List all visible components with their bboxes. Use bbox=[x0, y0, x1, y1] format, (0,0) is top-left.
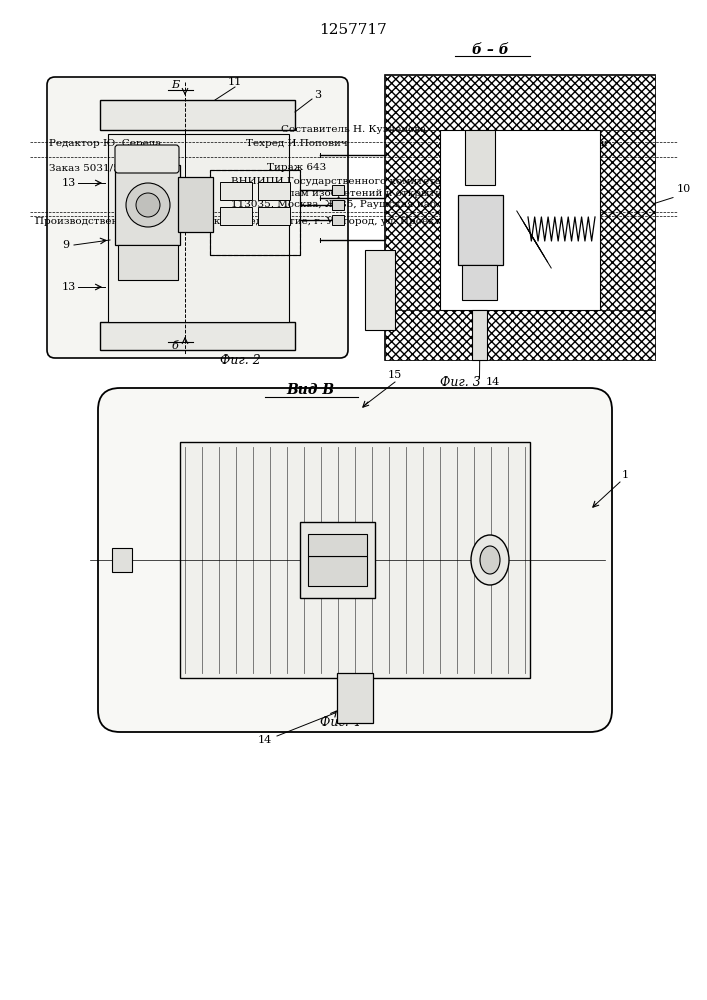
Bar bbox=[220, 182, 252, 200]
Bar bbox=[308, 556, 367, 586]
Text: б – б: б – б bbox=[472, 43, 508, 57]
Bar bbox=[332, 185, 344, 195]
Bar bbox=[100, 322, 295, 350]
Bar bbox=[112, 548, 132, 572]
Bar bbox=[600, 130, 655, 310]
Bar bbox=[332, 215, 344, 225]
Bar bbox=[462, 265, 497, 300]
Text: Составитель Н. Кузнецова: Составитель Н. Кузнецова bbox=[281, 125, 426, 134]
Text: 15: 15 bbox=[388, 370, 402, 380]
Circle shape bbox=[136, 193, 160, 217]
Bar bbox=[178, 177, 213, 232]
Text: Подписное: Подписное bbox=[493, 163, 554, 172]
FancyBboxPatch shape bbox=[115, 145, 179, 173]
Text: 113035, Москва, Ж-35, Раушская наб., д. 4/5: 113035, Москва, Ж-35, Раушская наб., д. … bbox=[231, 199, 476, 209]
Text: 14: 14 bbox=[258, 735, 272, 745]
Text: Фиг. 4: Фиг. 4 bbox=[320, 716, 361, 728]
Circle shape bbox=[126, 183, 170, 227]
Bar bbox=[300, 522, 375, 598]
Bar bbox=[385, 310, 655, 360]
Text: Вид В: Вид В bbox=[286, 383, 334, 397]
Text: Фиг. 3: Фиг. 3 bbox=[440, 375, 481, 388]
Bar bbox=[472, 310, 487, 360]
Text: 11: 11 bbox=[228, 77, 242, 87]
Bar bbox=[337, 673, 373, 723]
Text: 8: 8 bbox=[190, 213, 197, 223]
Bar bbox=[210, 170, 300, 255]
FancyBboxPatch shape bbox=[98, 388, 612, 732]
Bar bbox=[308, 534, 367, 556]
Bar bbox=[115, 165, 180, 245]
Text: 10: 10 bbox=[677, 184, 691, 194]
Bar bbox=[458, 195, 503, 265]
Bar bbox=[100, 100, 295, 130]
Text: Б: Б bbox=[171, 80, 179, 90]
Text: 1: 1 bbox=[621, 470, 629, 480]
Bar bbox=[385, 75, 655, 130]
Bar bbox=[385, 75, 655, 360]
Bar bbox=[332, 200, 344, 210]
Text: 3: 3 bbox=[315, 90, 322, 100]
Text: б: б bbox=[172, 341, 178, 351]
Text: 9: 9 bbox=[62, 240, 69, 250]
Bar bbox=[220, 207, 252, 225]
Ellipse shape bbox=[480, 546, 500, 574]
Text: Корректор С. Черни: Корректор С. Черни bbox=[496, 139, 607, 148]
Text: по делам изобретений и открытий: по делам изобретений и открытий bbox=[259, 188, 448, 198]
Bar bbox=[365, 250, 395, 330]
Ellipse shape bbox=[471, 535, 509, 585]
Text: ВНИИПИ Государственного комитета СССР: ВНИИПИ Государственного комитета СССР bbox=[231, 178, 476, 186]
Text: Производственно-полиграфическое предприятие, г. Ужгород, ул. Проектная, 4: Производственно-полиграфическое предприя… bbox=[35, 218, 474, 227]
Text: Тираж 643: Тираж 643 bbox=[267, 163, 327, 172]
Text: Заказ 5031/51: Заказ 5031/51 bbox=[49, 163, 127, 172]
Bar bbox=[385, 130, 440, 310]
Text: Техред И.Попович: Техред И.Попович bbox=[246, 139, 348, 148]
Text: 13: 13 bbox=[62, 178, 76, 188]
Bar bbox=[465, 130, 495, 185]
Text: 14: 14 bbox=[486, 377, 500, 387]
Bar bbox=[440, 130, 600, 310]
Text: Редактор Ю. Середа: Редактор Ю. Середа bbox=[49, 139, 162, 148]
Bar bbox=[108, 134, 289, 322]
Bar bbox=[258, 182, 290, 200]
Text: 1257717: 1257717 bbox=[319, 23, 387, 37]
Bar bbox=[258, 207, 290, 225]
Text: Фиг. 2: Фиг. 2 bbox=[220, 354, 260, 366]
FancyBboxPatch shape bbox=[47, 77, 348, 358]
Text: 13: 13 bbox=[62, 282, 76, 292]
Bar bbox=[118, 245, 178, 280]
Bar bbox=[180, 442, 530, 678]
